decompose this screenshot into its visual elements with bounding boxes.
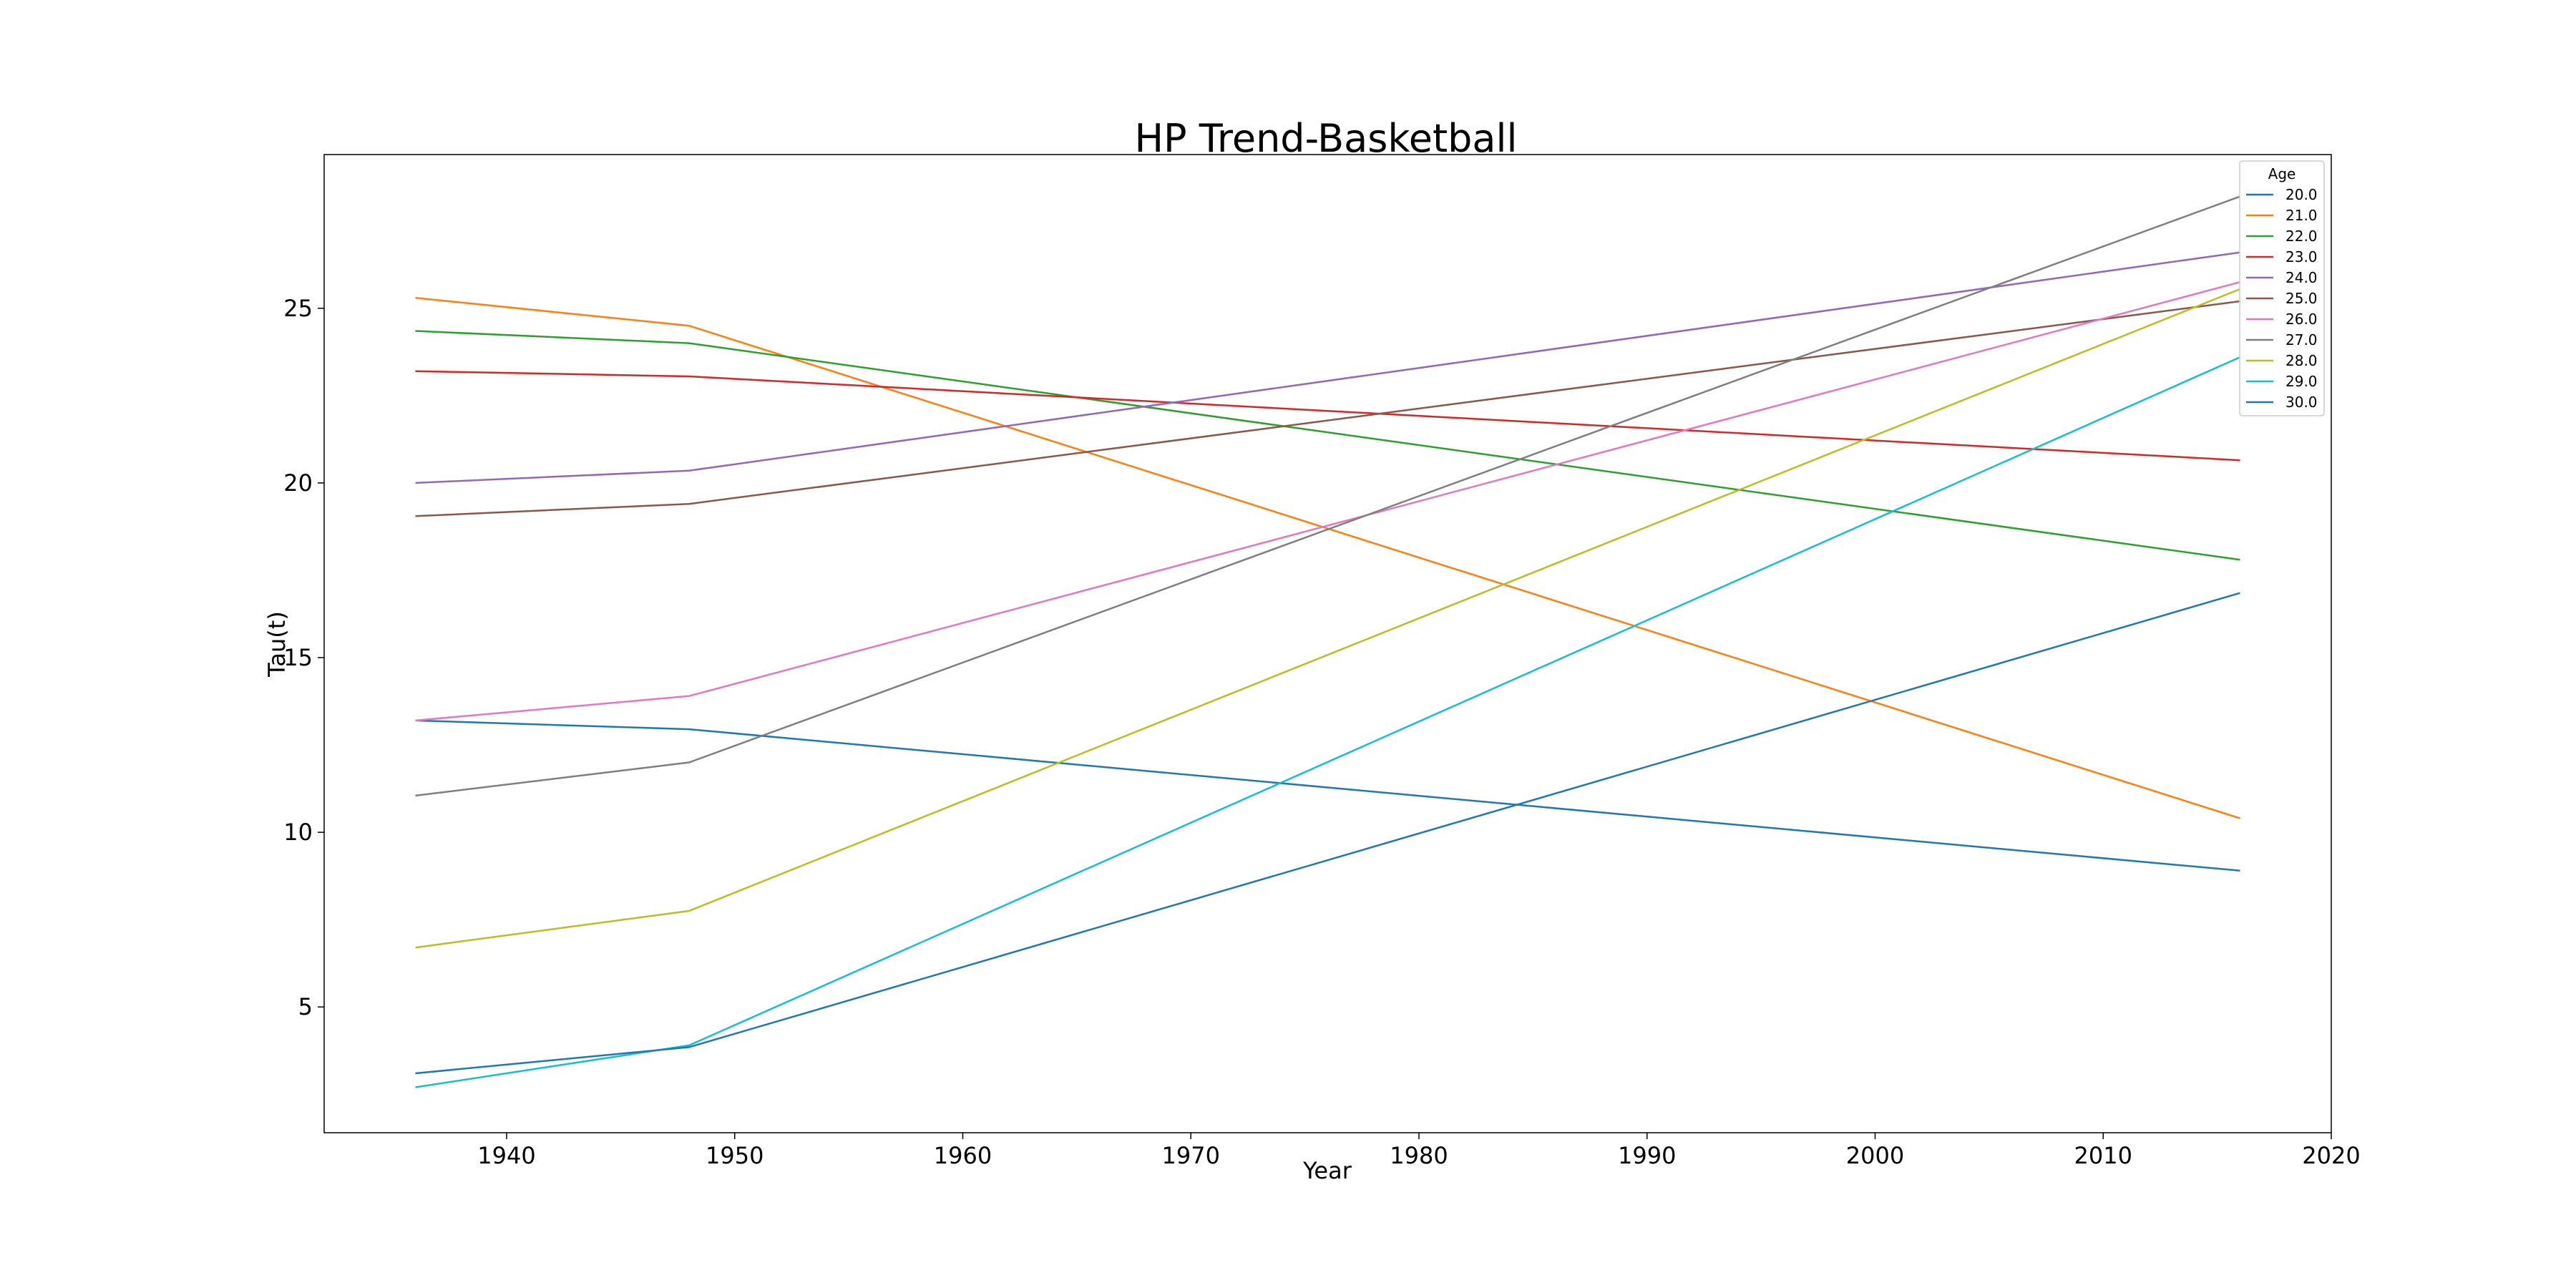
plot-area bbox=[323, 154, 2332, 1133]
x-tick-label: 2000 bbox=[1846, 1142, 1904, 1169]
chart-title: HP Trend-Basketball bbox=[1134, 116, 1517, 161]
legend-label: 26.0 bbox=[2285, 311, 2318, 328]
legend-label: 21.0 bbox=[2285, 207, 2318, 224]
x-tick-label: 2010 bbox=[2074, 1142, 2132, 1169]
x-tick-label: 1950 bbox=[706, 1142, 763, 1169]
legend-label: 29.0 bbox=[2285, 373, 2318, 390]
series-line-30-0 bbox=[415, 592, 2240, 1075]
y-tick-label: 25 bbox=[283, 295, 313, 322]
x-axis-title: Year bbox=[1302, 1157, 1352, 1184]
series-line-24-0 bbox=[415, 251, 2240, 484]
x-tick-label: 1970 bbox=[1162, 1142, 1220, 1169]
series-lines bbox=[415, 195, 2241, 1088]
y-tick-label: 15 bbox=[283, 644, 313, 671]
y-axis: 5 10 15 20 25 bbox=[283, 295, 324, 1020]
y-tick-label: 10 bbox=[283, 819, 313, 846]
legend-items: 20.0 21.0 22.0 23.0 24.0 25.0 26.0 27.0 28.0 29.0… bbox=[2246, 186, 2318, 411]
legend-label: 22.0 bbox=[2285, 228, 2318, 245]
series-line-21-0 bbox=[415, 296, 2240, 819]
series-line-22-0 bbox=[415, 330, 2240, 561]
legend-label: 20.0 bbox=[2285, 186, 2318, 203]
x-tick-label: 1940 bbox=[477, 1142, 535, 1169]
series-line-26-0 bbox=[415, 280, 2240, 722]
x-axis: 1940 1950 1960 1970 1980 1990 2000 2010 2020 bbox=[477, 1133, 2361, 1169]
y-tick-label: 20 bbox=[283, 469, 313, 497]
legend-label: 24.0 bbox=[2285, 269, 2318, 286]
legend-label: 28.0 bbox=[2285, 352, 2318, 369]
y-axis-title: Tau(t) bbox=[263, 611, 291, 678]
series-line-29-0 bbox=[415, 356, 2241, 1088]
series-line-23-0 bbox=[415, 370, 2240, 462]
legend-box bbox=[2239, 160, 2325, 416]
series-line-27-0 bbox=[415, 195, 2240, 797]
x-tick-label: 2020 bbox=[2302, 1142, 2360, 1169]
series-line-28-0 bbox=[415, 288, 2240, 949]
legend-label: 23.0 bbox=[2285, 248, 2318, 265]
legend-label: 27.0 bbox=[2285, 331, 2318, 348]
y-tick-label: 5 bbox=[298, 993, 313, 1020]
series-line-20-0 bbox=[415, 719, 2240, 872]
x-tick-label: 1960 bbox=[934, 1142, 992, 1169]
legend-title: Age bbox=[2268, 165, 2296, 182]
legend-label: 25.0 bbox=[2285, 290, 2318, 307]
legend: Age 20.0 21.0 22.0 23.0 24.0 25.0 26.0 27.0 28.0… bbox=[2239, 160, 2325, 416]
x-tick-label: 1980 bbox=[1390, 1142, 1448, 1169]
series-line-25-0 bbox=[415, 300, 2240, 517]
x-tick-label: 1990 bbox=[1618, 1142, 1676, 1169]
legend-label: 30.0 bbox=[2285, 394, 2318, 411]
